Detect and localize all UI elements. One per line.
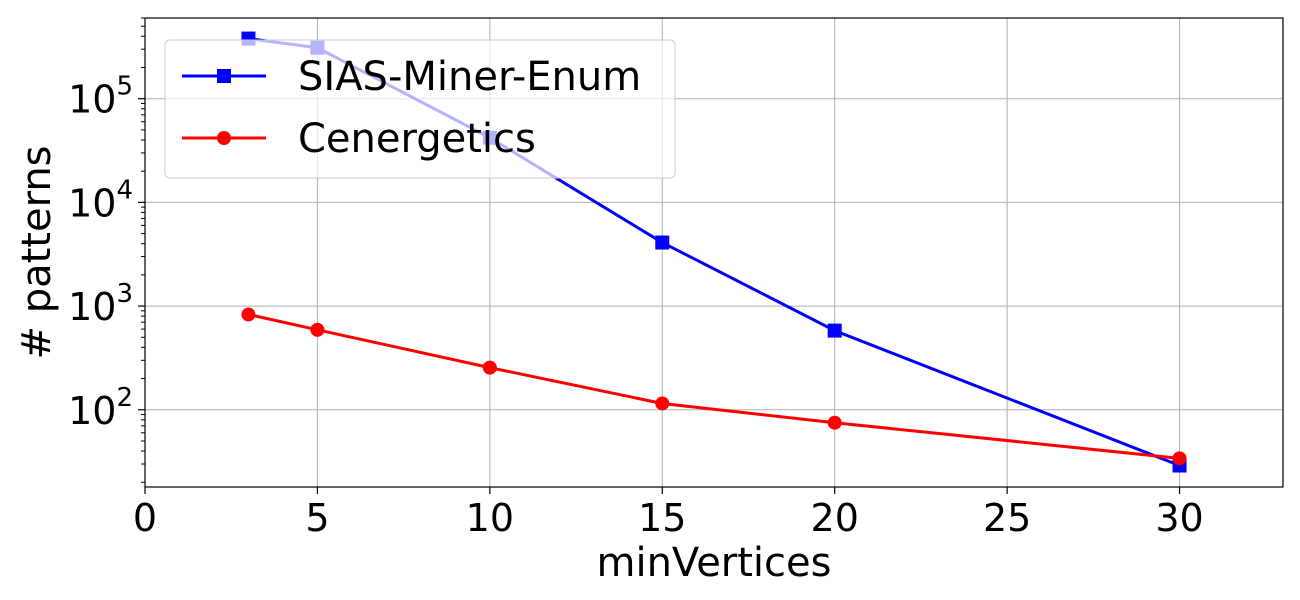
y-tick-exponent: 5 bbox=[116, 72, 133, 102]
x-tick-label: 25 bbox=[983, 496, 1031, 540]
y-axis-title: # patterns bbox=[14, 145, 60, 359]
x-axis-title: minVertices bbox=[597, 540, 832, 586]
x-tick-label: 20 bbox=[811, 496, 859, 540]
x-tick-label: 30 bbox=[1155, 496, 1203, 540]
data-point-circle bbox=[655, 396, 670, 411]
data-point-circle bbox=[827, 415, 842, 430]
legend-marker-circle bbox=[217, 131, 231, 145]
series-line bbox=[248, 313, 1180, 460]
y-tick-base: 10 bbox=[68, 78, 116, 122]
x-tick-label: 0 bbox=[133, 496, 157, 540]
x-tick-label: 10 bbox=[466, 496, 514, 540]
y-tick-exponent: 4 bbox=[116, 175, 133, 205]
data-point-square bbox=[827, 323, 842, 338]
y-tick-base: 10 bbox=[68, 181, 116, 225]
data-point-circle bbox=[482, 360, 497, 375]
x-tick-label: 15 bbox=[638, 496, 686, 540]
data-point-square bbox=[655, 235, 670, 250]
legend: SIAS-Miner-Enum Cenergetics bbox=[164, 39, 676, 179]
legend-box bbox=[164, 39, 676, 179]
legend-label: Cenergetics bbox=[298, 116, 536, 162]
x-tick-label: 5 bbox=[305, 496, 329, 540]
data-point-circle bbox=[241, 307, 256, 322]
legend-marker-square bbox=[217, 69, 231, 83]
data-point-circle bbox=[1172, 451, 1187, 466]
plot-frame bbox=[144, 17, 1284, 488]
y-tick-exponent: 3 bbox=[116, 279, 133, 309]
y-tick-label: 105 bbox=[68, 72, 133, 122]
y-tick-label: 102 bbox=[68, 383, 133, 433]
y-tick-base: 10 bbox=[68, 389, 116, 433]
y-tick-label: 104 bbox=[68, 175, 133, 225]
series-1 bbox=[241, 307, 1187, 466]
legend-label: SIAS-Miner-Enum bbox=[298, 54, 641, 100]
data-point-circle bbox=[310, 322, 325, 337]
y-tick-exponent: 2 bbox=[116, 383, 133, 413]
y-tick-base: 10 bbox=[68, 285, 116, 329]
y-tick-label: 103 bbox=[68, 279, 133, 329]
